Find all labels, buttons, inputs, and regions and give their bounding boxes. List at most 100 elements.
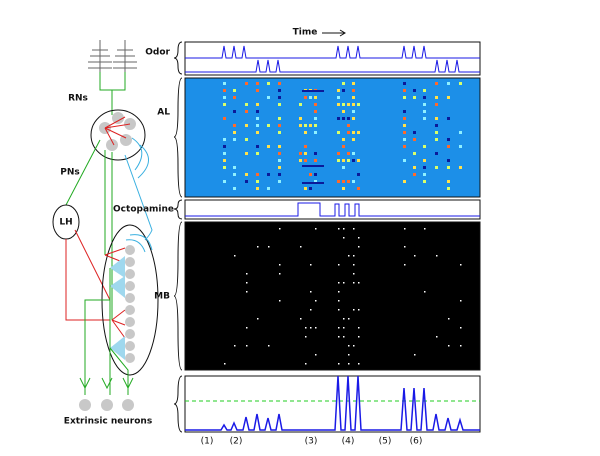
mb-spike [315,300,317,302]
al-activity [304,124,307,127]
al-activity [403,82,406,85]
en-dendrites [79,377,134,390]
circuit-diagram [52,40,159,411]
mb-spike [257,318,259,320]
al-activity [337,96,340,99]
al-activity [459,82,462,85]
mb-spike [348,354,350,356]
mb-spike [246,291,248,293]
mb-spike [246,273,248,275]
al-activity [342,145,345,148]
al-activity [423,96,426,99]
mb-spike [343,318,345,320]
al-activity [223,89,226,92]
al-activity [278,152,281,155]
al-activity [233,96,236,99]
mb-spike [460,327,462,329]
al-activity [403,96,406,99]
al-activity [278,96,281,99]
al-activity [352,96,355,99]
mb-spike [310,264,312,266]
al-activity [233,166,236,169]
al-activity [459,145,462,148]
al-activity [302,90,324,92]
mb-spike [353,309,355,311]
al-activity [309,124,312,127]
al-activity [223,103,226,106]
mb-spike [414,354,416,356]
al-activity [309,173,312,176]
al-activity [267,187,270,190]
al-activity [435,166,438,169]
al-activity [278,89,281,92]
al-activity [245,82,248,85]
al-activity [278,145,281,148]
al-activity [423,173,426,176]
al-activity [435,152,438,155]
al-activity [352,159,355,162]
al-activity [435,82,438,85]
mb-spike [338,300,340,302]
al-inhibition [104,116,131,146]
mb-spike [268,246,270,248]
al-activity [403,110,406,113]
al-activity [223,180,226,183]
al-activity [278,82,281,85]
al-activity [347,152,350,155]
mb-spike [353,264,355,266]
mb-spike [448,345,450,347]
mb-spike [353,255,355,257]
al-activity [447,145,450,148]
mb-spike [300,246,302,248]
al-activity [447,180,450,183]
episode-label: (2) [230,437,243,447]
odor-trace [185,59,480,73]
mb-spike [305,363,307,365]
al-activity [223,152,226,155]
output-trace [185,375,480,431]
al-activity [256,180,259,183]
al-activity [435,124,438,127]
al-activity [413,138,416,141]
al-activity [304,187,307,190]
mb-spike [310,309,312,311]
mb-spike [358,237,360,239]
al-activity [357,173,360,176]
octopamine-label: Octopamine [113,205,174,215]
al-activity [357,131,360,134]
al-activity [337,89,340,92]
al-activity [347,103,350,106]
octopamine-trace [185,202,480,217]
al-activity [233,110,236,113]
al-activity [233,89,236,92]
al-activity [352,180,355,183]
al-arc [131,137,149,179]
al-activity [245,173,248,176]
time-arrow [322,29,346,37]
lh-inhibition [65,229,111,321]
al-activity [299,124,302,127]
al-activity [304,131,307,134]
mb-spike [353,228,355,230]
mb-spike [343,336,345,338]
mb-spike [338,282,340,284]
al-activity [447,187,450,190]
mb-spike [279,264,281,266]
al-activity [304,152,307,155]
al-activity [314,152,317,155]
al-activity [304,159,307,162]
al-activity [309,96,312,99]
mb-spike [234,255,236,257]
al-activity [352,117,355,120]
al-activity [314,124,317,127]
al-activity [347,124,350,127]
al-activity [403,117,406,120]
al-activity [423,110,426,113]
al-activity [314,173,317,176]
rns-label: RNs [68,94,88,104]
al-activity [342,138,345,141]
al-panel [184,77,481,198]
al-activity [447,159,450,162]
mb-spike [315,327,317,329]
